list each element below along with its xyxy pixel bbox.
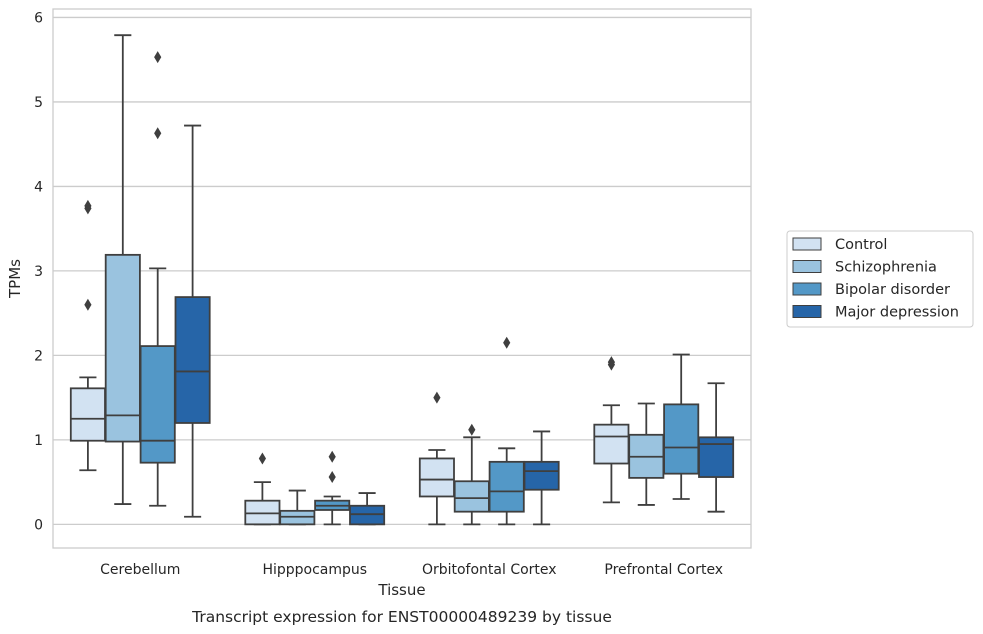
y-tick-label: 4 bbox=[34, 179, 43, 195]
outlier-point bbox=[328, 450, 336, 463]
y-tick-label: 0 bbox=[34, 517, 43, 533]
legend-label: Bipolar disorder bbox=[835, 282, 950, 298]
x-tick-label: Hipppocampus bbox=[262, 562, 367, 578]
legend-label: Major depression bbox=[835, 305, 959, 321]
legend-swatch bbox=[792, 305, 822, 318]
outlier-point bbox=[433, 391, 441, 404]
y-tick-label: 2 bbox=[34, 348, 43, 364]
outlier-point bbox=[154, 127, 162, 140]
box-iqr bbox=[488, 460, 525, 513]
box-iqr bbox=[663, 403, 700, 475]
box-iqr bbox=[453, 480, 490, 513]
series-group bbox=[69, 199, 630, 526]
x-tick-label: Cerebellum bbox=[100, 562, 180, 578]
y-tick-labels: 0 1 2 3 4 5 6 bbox=[34, 10, 43, 533]
x-tick-label: Orbitofontal Cortex bbox=[422, 562, 557, 578]
box-iqr bbox=[418, 457, 455, 498]
legend-swatch bbox=[792, 282, 822, 296]
box-plot bbox=[279, 489, 316, 526]
box-plot bbox=[488, 336, 525, 526]
series-group bbox=[174, 124, 735, 526]
y-tick-label: 5 bbox=[34, 95, 43, 111]
outlier-point bbox=[154, 51, 162, 64]
box-plot bbox=[174, 124, 211, 518]
box-plot bbox=[139, 51, 176, 507]
chart-caption: Transcript expression for ENST0000048923… bbox=[191, 608, 612, 626]
box-plot bbox=[523, 430, 560, 526]
x-tick-label: Prefrontal Cortex bbox=[604, 562, 723, 578]
box-plot bbox=[593, 356, 630, 504]
y-tick-label: 3 bbox=[34, 264, 43, 280]
box-iqr bbox=[174, 296, 211, 424]
box-plot bbox=[104, 34, 141, 505]
y-axis-label: TPMs bbox=[6, 259, 24, 299]
outlier-point bbox=[84, 298, 92, 311]
outlier-point bbox=[503, 336, 511, 349]
series-group bbox=[139, 51, 700, 526]
box-iqr bbox=[69, 387, 106, 442]
box-iqr bbox=[104, 253, 141, 443]
box-plot bbox=[244, 452, 281, 526]
y-tick-label: 6 bbox=[34, 10, 43, 26]
box-plot bbox=[349, 492, 386, 526]
box-plot bbox=[69, 199, 106, 472]
box-plot bbox=[418, 391, 455, 526]
x-axis-label: Tissue bbox=[377, 581, 425, 599]
legend-frame bbox=[786, 230, 974, 328]
outlier-point bbox=[607, 356, 615, 369]
outlier-point bbox=[84, 199, 92, 212]
legend-label: Control bbox=[835, 237, 887, 253]
box-iqr bbox=[593, 423, 630, 465]
legend: Control Schizophrenia Bipolar disorder Majo… bbox=[786, 230, 974, 328]
series-group bbox=[104, 34, 665, 526]
legend-swatch bbox=[792, 260, 822, 273]
box-iqr bbox=[139, 345, 176, 464]
box-iqr bbox=[523, 460, 560, 491]
box-series bbox=[69, 34, 735, 526]
y-tick-label: 1 bbox=[34, 433, 43, 449]
outlier-point bbox=[328, 471, 336, 484]
x-tick-labels: Cerebellum Hipppocampus Orbitofontal Corte… bbox=[100, 562, 723, 578]
outlier-point bbox=[468, 423, 476, 436]
legend-swatch bbox=[792, 237, 822, 251]
outlier-point bbox=[258, 452, 266, 465]
box-plot bbox=[698, 382, 735, 513]
box-plot bbox=[628, 402, 665, 506]
legend-label: Schizophrenia bbox=[835, 260, 937, 276]
